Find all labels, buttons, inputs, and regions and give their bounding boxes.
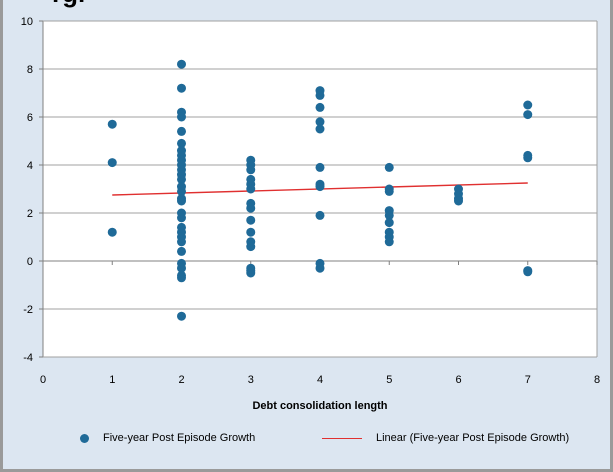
legend-dot-icon (80, 433, 89, 443)
data-point-43 (246, 242, 256, 252)
y-tick-label-4: 4 (27, 160, 33, 172)
data-point-63 (384, 218, 394, 228)
data-point-8 (177, 138, 186, 148)
data-point-57 (315, 263, 325, 273)
data-point-74 (523, 153, 533, 163)
data-point-7 (177, 126, 186, 136)
data-point-66 (384, 237, 394, 247)
data-point-3 (177, 59, 186, 69)
data-point-52 (315, 162, 325, 172)
data-point-51 (315, 124, 325, 134)
data-point-34 (246, 165, 256, 175)
x-tick-label-8: 8 (594, 374, 600, 386)
data-point-0 (107, 119, 117, 129)
data-point-41 (246, 227, 256, 237)
data-point-28 (177, 263, 186, 273)
data-point-21 (177, 213, 186, 223)
legend-label-trendline: Linear (Five-year Post Episode Growth) (376, 432, 570, 444)
data-point-19 (177, 196, 186, 206)
data-point-39 (246, 203, 256, 213)
x-tick-label-1: 1 (109, 374, 115, 386)
data-point-17 (177, 186, 186, 196)
y-tick-label-3: 2 (27, 208, 33, 220)
x-tick-label-4: 4 (317, 374, 323, 386)
data-point-30 (177, 273, 186, 283)
scatter-chart: -4 -2 0 2 4 6 8 10 0 1 2 3 4 5 6 7 8 Debt consolidation… (21, 16, 600, 412)
data-point-1 (107, 158, 117, 168)
data-point-62 (384, 210, 394, 220)
x-tick-label-5: 5 (386, 374, 392, 386)
data-point-49 (315, 102, 325, 112)
data-point-25 (177, 237, 186, 247)
data-point-70 (454, 196, 463, 206)
scatter-points (107, 59, 533, 321)
y-tick-label-7: 10 (21, 16, 33, 28)
y-tick-label-2: 0 (27, 256, 33, 268)
data-point-31 (177, 311, 186, 321)
data-point-71 (523, 100, 533, 110)
data-point-15 (177, 174, 186, 184)
y-tick-label-1: -2 (23, 304, 33, 316)
y-tick-labels: -4 -2 0 2 4 6 8 10 (21, 16, 33, 364)
data-point-40 (246, 215, 256, 225)
y-tick-label-5: 6 (27, 112, 33, 124)
legend-item-trendline: Linear (Five-year Post Episode Growth) (322, 432, 569, 444)
x-tick-label-7: 7 (525, 374, 531, 386)
data-point-2 (107, 227, 117, 237)
x-tick-label-0: 0 (40, 374, 46, 386)
x-axis-title: Debt consolidation length (252, 400, 387, 412)
y-tick-label-6: 8 (27, 64, 33, 76)
legend-line-icon (322, 437, 362, 439)
data-point-60 (384, 186, 394, 196)
data-point-4 (177, 83, 186, 93)
data-point-55 (315, 210, 325, 220)
axes (39, 20, 598, 358)
x-tick-label-3: 3 (248, 374, 254, 386)
data-point-6 (177, 112, 186, 122)
legend-item-points: Five-year Post Episode Growth (80, 432, 255, 444)
data-point-50 (315, 117, 325, 127)
data-point-54 (315, 182, 325, 192)
data-point-37 (246, 184, 256, 194)
legend: Five-year Post Episode Growth Linear (Fi… (0, 432, 613, 452)
data-point-58 (384, 162, 394, 172)
chart-title-fragment: rgr (52, 0, 88, 6)
x-tick-label-2: 2 (178, 374, 184, 386)
data-point-76 (523, 267, 533, 277)
legend-label-points: Five-year Post Episode Growth (103, 432, 256, 444)
data-point-48 (315, 90, 325, 100)
y-tick-label-0: -4 (23, 352, 33, 364)
data-point-72 (523, 110, 533, 120)
x-tick-labels: 0 1 2 3 4 5 6 7 8 (40, 374, 600, 386)
x-tick-label-6: 6 (455, 374, 461, 386)
data-point-46 (246, 268, 256, 278)
data-point-26 (177, 246, 186, 256)
